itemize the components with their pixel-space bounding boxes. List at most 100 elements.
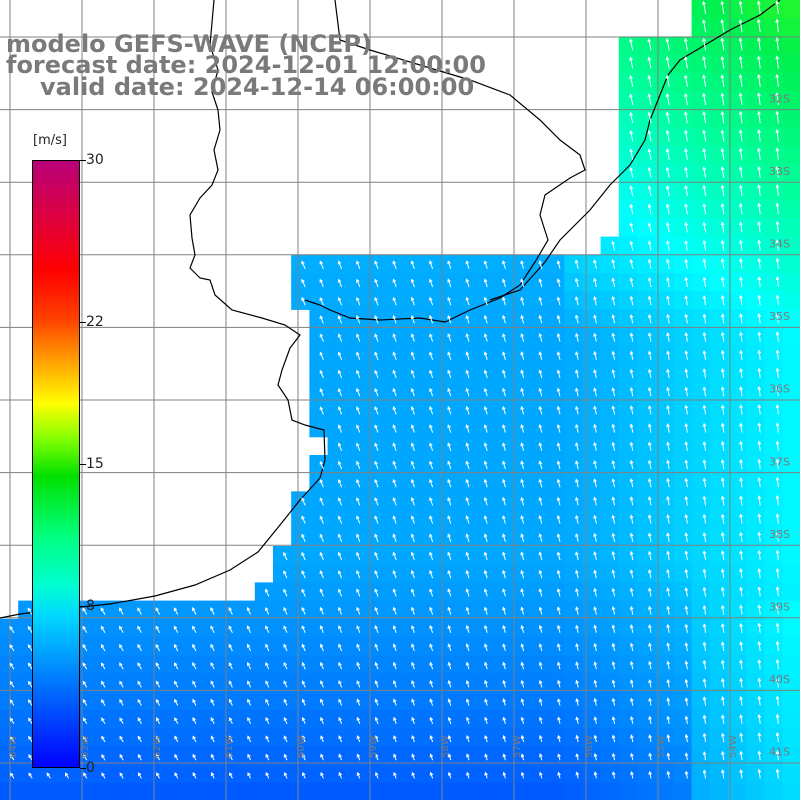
wind-arrow (684, 459, 689, 470)
wind-cell (618, 182, 638, 201)
wind-cell (254, 655, 274, 674)
wind-cell (491, 309, 511, 329)
wind-cell (673, 200, 693, 219)
wind-cell (618, 582, 638, 602)
wind-cell (564, 327, 583, 347)
wind-arrow (647, 532, 652, 542)
wind-arrow (739, 677, 743, 688)
wind-cell (655, 637, 674, 656)
wind-arrow (720, 604, 725, 615)
wind-cell (91, 728, 110, 747)
wind-cell (509, 655, 529, 674)
wind-cell (582, 582, 602, 602)
wind-cell (600, 764, 620, 784)
wind-cell (0, 746, 19, 765)
wind-cell (0, 673, 19, 693)
wind-arrow (738, 184, 743, 197)
wind-arrow (337, 406, 343, 415)
wind-arrow (429, 497, 434, 506)
wind-arrow (775, 128, 780, 142)
wind-cell (600, 436, 620, 456)
wind-cell (691, 36, 711, 56)
wind-arrow (757, 458, 762, 470)
wind-cell (600, 782, 620, 800)
wind-cell (691, 618, 711, 638)
wind-arrow (647, 313, 652, 324)
wind-arrow (137, 753, 142, 761)
wind-cell (182, 673, 201, 693)
wind-arrow (647, 129, 652, 142)
wind-arrow (611, 240, 616, 251)
wind-arrow (556, 278, 561, 288)
wind-cell (600, 291, 620, 310)
wind-arrow (647, 277, 652, 288)
wind-cell (382, 618, 401, 638)
wind-cell (473, 764, 492, 784)
wind-arrow (666, 568, 670, 579)
wind-arrow (337, 588, 343, 597)
wind-arrow (702, 203, 707, 215)
wind-cell (709, 655, 729, 674)
wind-cell (673, 436, 693, 456)
wind-cell (455, 673, 474, 693)
wind-arrow (83, 772, 88, 779)
wind-arrow (684, 642, 689, 652)
wind-cell (418, 618, 438, 638)
wind-cell (527, 491, 547, 511)
wind-cell (637, 418, 656, 438)
wind-cell (618, 54, 638, 74)
wind-arrow (739, 331, 743, 342)
wind-cell (564, 291, 583, 310)
wind-arrow (484, 698, 488, 706)
lon-label: 63W (80, 735, 91, 758)
wind-cell (254, 764, 274, 784)
wind-cell (637, 600, 656, 620)
wind-arrow (702, 221, 707, 233)
wind-cell (491, 345, 511, 365)
wind-arrow (702, 769, 707, 779)
wind-arrow (738, 166, 743, 178)
wind-arrow (775, 18, 780, 33)
wind-arrow (647, 203, 652, 215)
wind-cell (109, 746, 128, 765)
wind-cell (400, 527, 420, 547)
wind-arrow (483, 369, 488, 379)
wind-arrow (775, 422, 780, 433)
wind-arrow (137, 643, 142, 652)
wind-arrow (720, 459, 725, 470)
wind-cell (309, 637, 329, 656)
wind-arrow (319, 479, 324, 488)
wind-arrow (702, 550, 707, 561)
wind-arrow (374, 661, 379, 670)
wind-cell (400, 618, 420, 638)
wind-cell (673, 109, 693, 128)
wind-cell (546, 491, 565, 511)
wind-cell (400, 673, 420, 693)
wind-cell (455, 254, 474, 274)
wind-cell (618, 254, 638, 274)
wind-arrow (356, 351, 361, 360)
wind-arrow (775, 165, 780, 178)
wind-arrow (702, 678, 707, 688)
wind-cell (491, 455, 511, 474)
wind-arrow (593, 350, 597, 360)
wind-cell (728, 291, 747, 310)
wind-cell (618, 291, 638, 310)
wind-cell (491, 273, 511, 292)
wind-arrow (447, 260, 452, 269)
wind-cell (782, 0, 800, 19)
wind-cell (600, 600, 620, 620)
wind-arrow (228, 717, 233, 725)
wind-cell (364, 546, 383, 565)
wind-cell (345, 473, 365, 492)
wind-arrow (502, 424, 506, 433)
wind-arrow (319, 460, 324, 470)
wind-arrow (739, 695, 743, 706)
wind-cell (709, 200, 729, 219)
wind-cell (382, 655, 401, 674)
wind-cell (382, 728, 401, 747)
wind-cell (709, 491, 729, 511)
wind-cell (436, 728, 456, 747)
wind-cell (291, 254, 310, 274)
wind-arrow (684, 495, 689, 506)
